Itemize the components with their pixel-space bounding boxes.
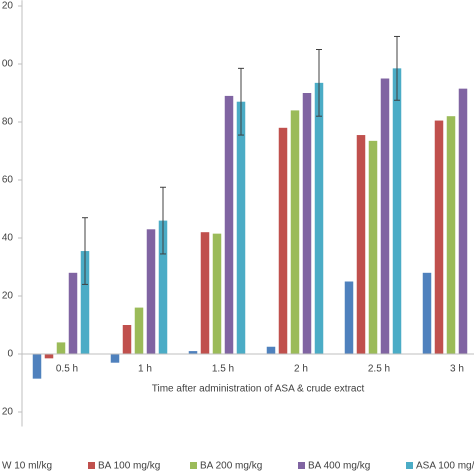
bar [446, 116, 456, 354]
bar [356, 135, 366, 354]
bar [68, 272, 78, 354]
bar [422, 272, 432, 354]
bar [380, 78, 390, 354]
legend-swatch [298, 462, 305, 469]
bar [134, 307, 144, 354]
x-tick-label: 2 h [294, 364, 308, 375]
x-tick-label: 0.5 h [56, 364, 78, 375]
bar [236, 101, 246, 354]
legend-label: BA 400 mg/kg [308, 461, 370, 472]
legend-label: W 10 ml/kg [2, 461, 52, 472]
bar [122, 325, 132, 354]
bar [110, 354, 120, 363]
x-tick-label: 1 h [138, 364, 152, 375]
bar [80, 251, 90, 354]
y-tick-label: 00 [2, 59, 14, 70]
bar [302, 93, 312, 354]
bar [200, 232, 210, 354]
bar [266, 346, 276, 354]
legend-label: BA 200 mg/kg [200, 461, 262, 472]
y-tick-label: 0 [7, 349, 13, 360]
y-tick-label: 20 [2, 407, 14, 418]
bar [278, 127, 288, 354]
x-tick-label: 2.5 h [368, 364, 390, 375]
bar [314, 82, 324, 354]
bar [224, 95, 234, 355]
legend-swatch [190, 462, 197, 469]
bar [290, 110, 300, 355]
bar [146, 229, 156, 354]
bar [458, 88, 468, 355]
y-tick-label: 80 [2, 117, 14, 128]
y-tick-label: 40 [2, 233, 14, 244]
bar [392, 68, 402, 354]
y-tick-label: 20 [2, 291, 14, 302]
legend-label: BA 100 mg/kg [98, 461, 160, 472]
y-tick-label: 20 [2, 1, 14, 12]
bar [212, 233, 222, 354]
bar [32, 354, 42, 379]
x-axis-title: Time after administration of ASA & crude… [152, 384, 365, 395]
bar [368, 140, 378, 354]
x-tick-label: 1.5 h [212, 364, 234, 375]
bar [44, 354, 54, 359]
bar [188, 351, 198, 354]
bar [158, 220, 168, 354]
legend-swatch [88, 462, 95, 469]
bar [56, 342, 66, 354]
bar [434, 120, 444, 354]
y-tick-label: 60 [2, 175, 14, 186]
x-tick-label: 3 h [450, 364, 464, 375]
bar [344, 281, 354, 354]
legend-swatch [406, 462, 413, 469]
legend-label: ASA 100 mg/kg [416, 461, 474, 472]
